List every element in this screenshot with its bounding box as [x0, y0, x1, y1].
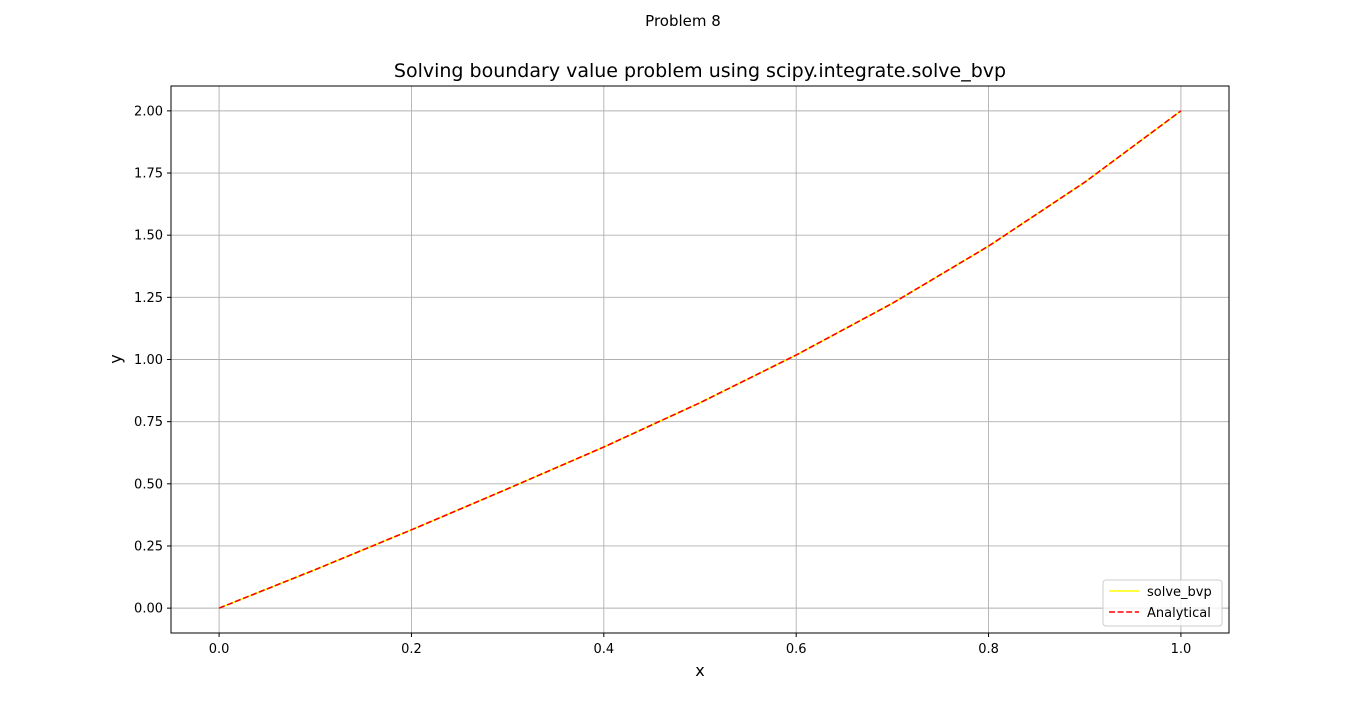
series-line-analytical — [218, 110, 1182, 609]
data-lines — [218, 110, 1182, 609]
y-axis: 0.00 0.25 0.50 0.75 1.00 1.25 1.50 1.75 2.00 — [134, 104, 171, 617]
legend: solve_bvp Analytical — [1102, 579, 1223, 627]
legend-label-solve-bvp: solve_bvp — [1147, 585, 1212, 600]
x-tick-label: 0.6 — [786, 642, 807, 657]
figure-suptitle: Problem 8 — [645, 12, 721, 30]
x-tick-label: 1.0 — [1171, 642, 1192, 657]
y-tick-label: 0.75 — [134, 415, 163, 430]
x-axis-label: x — [695, 661, 704, 680]
x-axis: 0.0 0.2 0.4 0.6 0.8 1.0 — [209, 633, 1192, 657]
y-tick-label: 1.25 — [134, 291, 163, 306]
y-tick-label: 0.25 — [134, 539, 163, 554]
y-tick-label: 1.00 — [134, 353, 163, 368]
y-tick-label: 2.00 — [134, 104, 163, 119]
y-tick-label: 0.00 — [134, 602, 163, 617]
x-tick-label: 0.0 — [209, 642, 230, 657]
y-tick-label: 0.50 — [134, 477, 163, 492]
x-tick-label: 0.2 — [401, 642, 422, 657]
y-tick-label: 1.75 — [134, 167, 163, 182]
grid-lines — [171, 86, 1229, 633]
legend-label-analytical: Analytical — [1147, 606, 1211, 621]
chart-title: Solving boundary value problem using sci… — [394, 60, 1006, 82]
y-tick-label: 1.50 — [134, 229, 163, 244]
y-axis-label: y — [106, 354, 125, 363]
x-tick-label: 0.8 — [978, 642, 999, 657]
x-tick-label: 0.4 — [593, 642, 614, 657]
